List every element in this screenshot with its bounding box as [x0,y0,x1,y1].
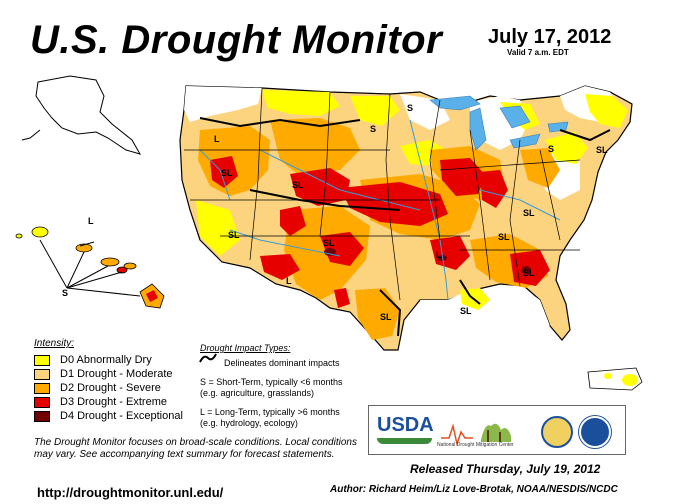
impact-legend: Drought Impact Types: Delineates dominan… [200,343,370,429]
d0-areas [196,90,628,310]
d4-areas [324,248,531,274]
agency-logos: USDA National Drought Mitigation Center [368,405,626,455]
impact-short-term: S = Short-Term, typically <6 months [200,377,343,387]
impact-line-symbol [199,353,217,363]
legend-swatch [34,368,50,380]
state-borders [184,87,581,301]
impact-lines [199,117,611,337]
alaska [21,75,142,155]
map-label: L [88,216,94,226]
impact-long-term: L = Long-Term, typically >6 months [200,407,340,417]
impact-title: Drought Impact Types: [200,343,291,353]
hawaii [15,226,165,309]
website-link[interactable]: http://droughtmonitor.unl.edu/ [37,485,224,500]
legend-item-d2: D2 Drought - Severe [34,381,194,395]
map-label: SL [498,232,510,242]
map-label: SL [460,306,472,316]
legend-swatch [34,396,50,408]
map-label: SL [228,230,240,240]
noaa-seal-icon [579,416,611,448]
legend-title: Intensity: [34,338,75,349]
map-label: SL [323,238,335,248]
map-label: SL [523,208,535,218]
rivers [199,119,561,301]
map-label: S [548,144,555,154]
map-date: July 17, 2012 [488,26,612,48]
legend-swatch [34,410,50,422]
usda-logo: USDA [377,414,434,436]
map-label: L [436,250,442,260]
map-label: SL [596,145,608,155]
legend-item-d3: D3 Drought - Extreme [34,395,194,409]
author-credit: Author: Richard Heim/Liz Love-Brotak, NO… [330,484,618,495]
usda-logo-bar [377,438,432,444]
map-label: L [286,276,292,286]
map-label: S [62,288,69,298]
puerto-rico [587,367,643,391]
map-label: S [407,103,414,113]
ndmc-logo-text: National Drought Mitigation Center [437,442,514,448]
legend-item-d1: D1 Drought - Moderate [34,367,194,381]
legend-item-d4: D4 Drought - Exceptional [34,409,194,423]
map-label: SL [292,180,304,190]
ndmc-logo [441,423,511,446]
commerce-seal-icon [541,416,573,448]
valid-time: Valid 7 a.m. EDT [507,48,569,57]
map-label: SL [380,312,392,322]
map-label: L [214,134,220,144]
legend-swatch [34,354,50,366]
impact-long-term-example: (e.g. hydrology, ecology) [200,418,298,428]
map-title: U.S. Drought Monitor [30,18,443,62]
legend-item-d0: D0 Abnormally Dry [34,353,194,367]
map-label: SL [523,268,535,278]
impact-short-term-example: (e.g. agriculture, grasslands) [200,388,315,398]
map-label: S [370,124,377,134]
focus-note: The Drought Monitor focuses on broad-sca… [34,437,357,460]
great-lakes [429,95,569,151]
impact-delineates: Delineates dominant impacts [224,358,340,368]
map-label: SL [221,168,233,178]
legend-swatch [34,382,50,394]
release-date: Released Thursday, July 19, 2012 [410,462,601,476]
intensity-legend: Intensity: D0 Abnormally Dry D1 Drought … [34,338,194,423]
